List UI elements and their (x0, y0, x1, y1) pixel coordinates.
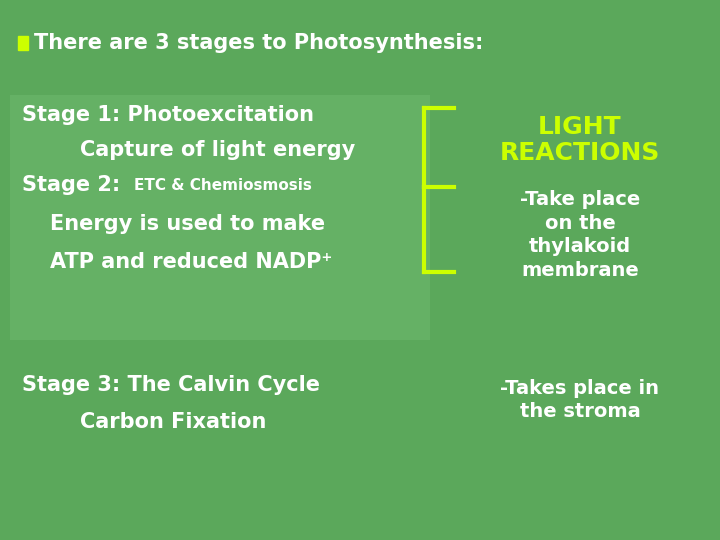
Text: Stage 1: Photoexcitation: Stage 1: Photoexcitation (22, 105, 314, 125)
Text: There are 3 stages to Photosynthesis:: There are 3 stages to Photosynthesis: (34, 33, 483, 53)
Text: Energy is used to make: Energy is used to make (50, 214, 325, 234)
Text: Stage 2:: Stage 2: (22, 175, 127, 195)
FancyBboxPatch shape (10, 95, 430, 340)
Text: ETC & Chemiosmosis: ETC & Chemiosmosis (134, 178, 312, 192)
Text: Stage 3: The Calvin Cycle: Stage 3: The Calvin Cycle (22, 375, 320, 395)
Text: Carbon Fixation: Carbon Fixation (80, 412, 266, 432)
Text: Capture of light energy: Capture of light energy (80, 140, 355, 160)
Text: ATP and reduced NADP⁺: ATP and reduced NADP⁺ (50, 252, 333, 272)
Text: -Takes place in
the stroma: -Takes place in the stroma (500, 379, 660, 421)
Bar (18, 36, 28, 50)
Text: -Take place
on the
thylakoid
membrane: -Take place on the thylakoid membrane (520, 190, 640, 280)
Text: LIGHT
REACTIONS: LIGHT REACTIONS (500, 114, 660, 165)
